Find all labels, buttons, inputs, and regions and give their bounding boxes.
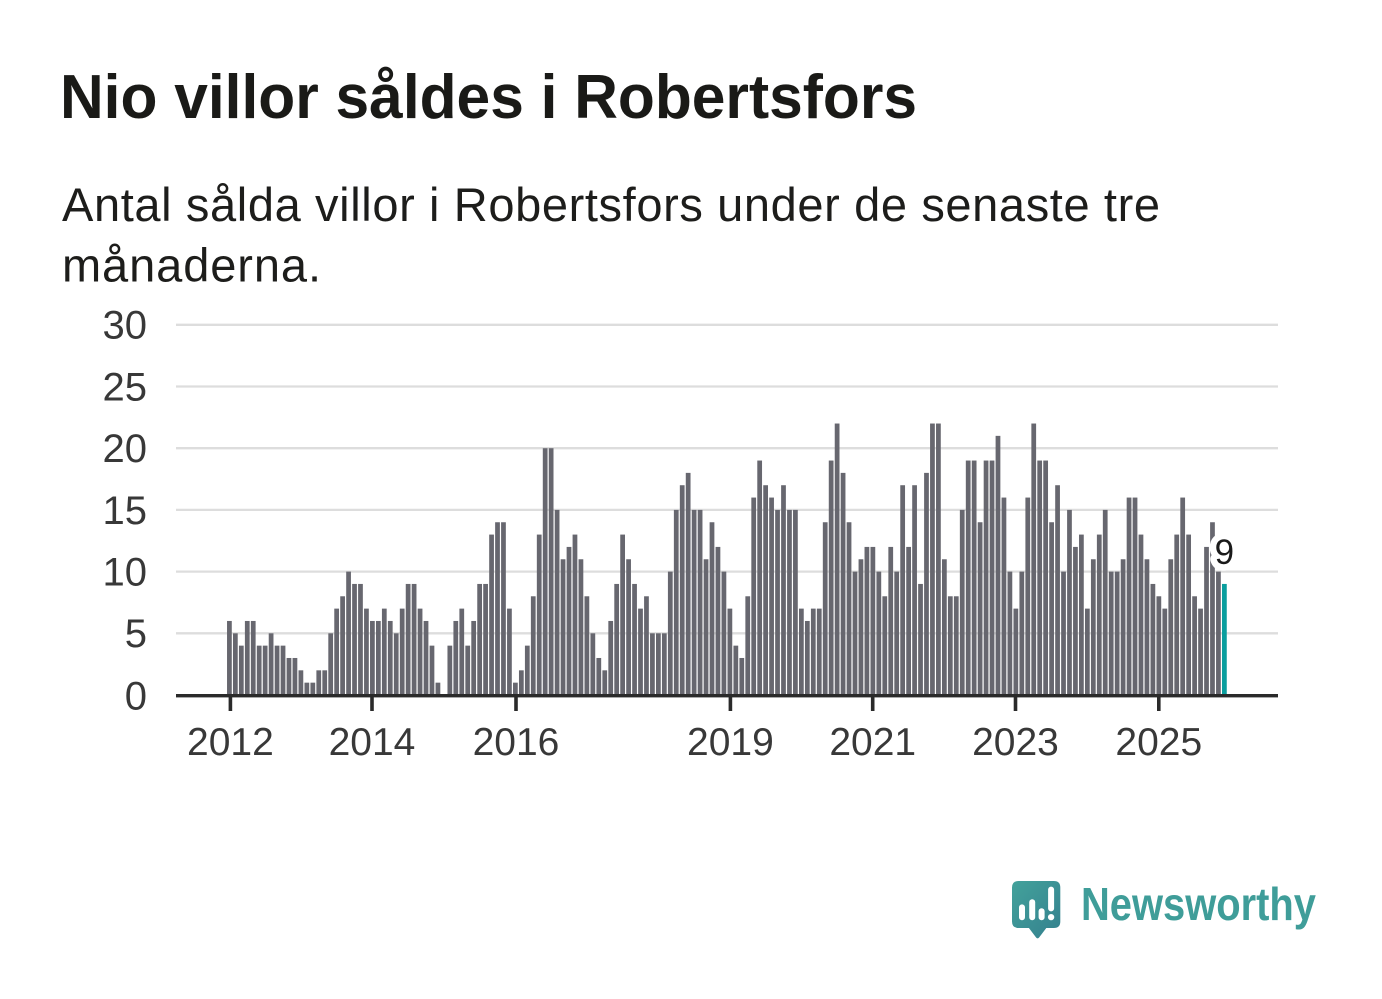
svg-text:2021: 2021 [829, 721, 916, 764]
svg-text:månaderna.: månaderna. [62, 239, 321, 292]
svg-text:30: 30 [103, 304, 148, 348]
svg-text:2014: 2014 [329, 721, 416, 764]
svg-text:2023: 2023 [972, 721, 1059, 764]
svg-text:Newsworthy: Newsworthy [1081, 878, 1316, 930]
svg-text:5: 5 [125, 612, 147, 656]
svg-text:25: 25 [103, 365, 148, 409]
svg-text:Antal sålda villor i Robertsfo: Antal sålda villor i Robertsfors under d… [62, 178, 1160, 231]
svg-text:0: 0 [125, 675, 147, 719]
svg-text:Nio villor såldes i Robertsfor: Nio villor såldes i Robertsfors [60, 63, 917, 132]
svg-text:2016: 2016 [473, 721, 560, 764]
svg-text:2012: 2012 [187, 721, 274, 764]
svg-text:2019: 2019 [687, 721, 774, 764]
svg-text:2025: 2025 [1115, 721, 1202, 764]
svg-text:9: 9 [1215, 533, 1234, 572]
svg-text:20: 20 [103, 427, 148, 471]
svg-text:10: 10 [103, 551, 148, 595]
svg-text:15: 15 [103, 489, 148, 533]
